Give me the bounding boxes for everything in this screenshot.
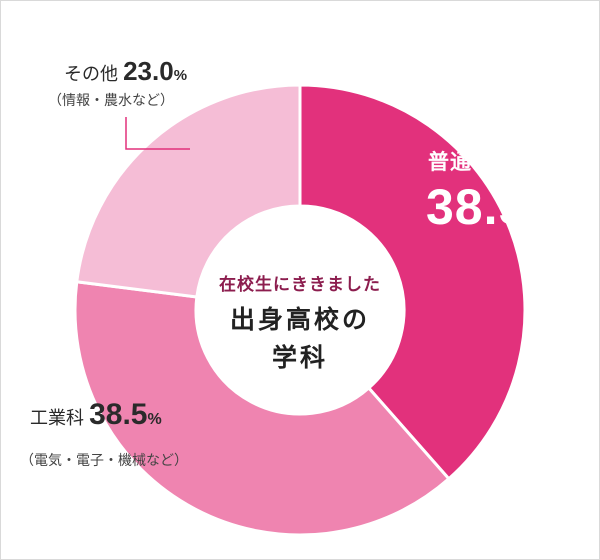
other-name: その他 <box>64 64 118 85</box>
kogyo-note: （電気・電子・機械など） <box>20 453 188 469</box>
futsu-pct: 38.5 <box>426 179 528 235</box>
other-label: その他 23.0% <box>64 56 187 87</box>
kogyo-name: 工業科 <box>30 408 84 429</box>
futsu-label: 普通科 <box>428 146 494 176</box>
futsu-pct-unit: % <box>527 204 547 229</box>
other-pct-unit: % <box>173 67 188 84</box>
other-note: （情報・農水など） <box>48 93 174 109</box>
kogyo-pct: 38.5 <box>89 398 148 431</box>
futsu-value: 38.5% <box>426 178 547 236</box>
kogyo-label: 工業科 38.5% <box>30 398 162 432</box>
slice-kogyo <box>73 280 451 537</box>
other-pct: 23.0 <box>123 56 174 86</box>
futsu-name: 普通科 <box>428 150 494 174</box>
center-subtitle: 在校生にききました <box>219 275 381 295</box>
center-title-line1: 出身高校の <box>229 305 370 334</box>
kogyo-pct-unit: % <box>147 411 162 428</box>
slice-other <box>75 83 302 299</box>
center-title-line2: 学科 <box>271 343 328 372</box>
slice-futsu <box>298 83 527 481</box>
